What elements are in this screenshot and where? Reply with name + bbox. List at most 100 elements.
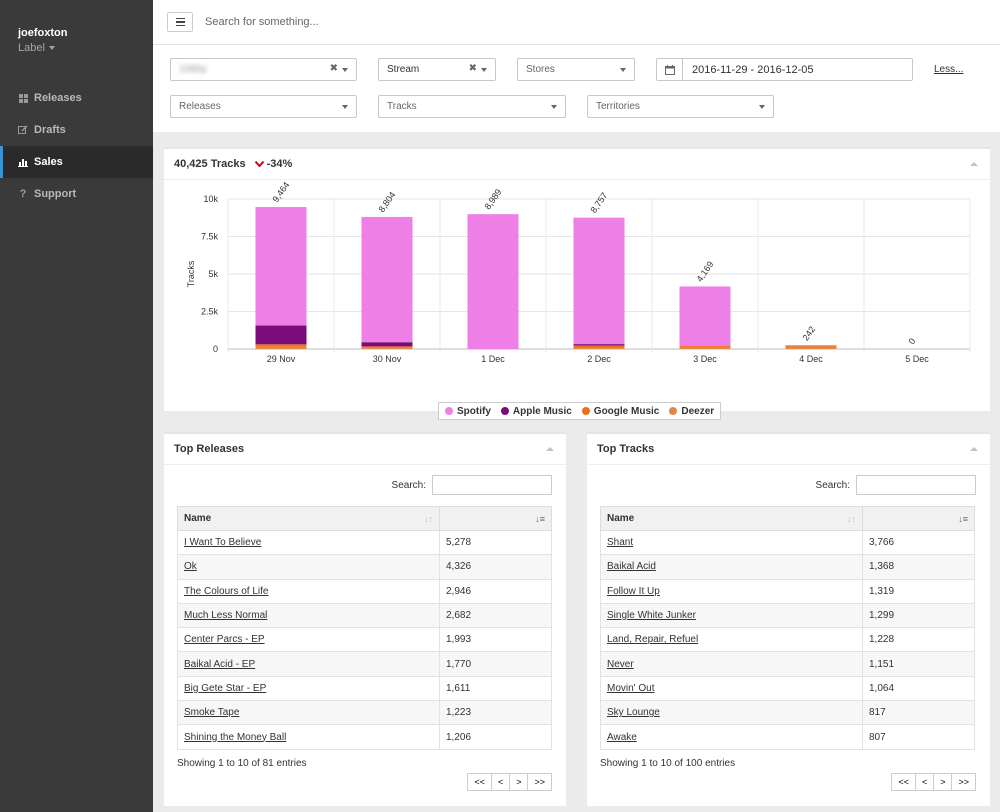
y-axis-label: Tracks	[186, 260, 196, 287]
pagination: << < > >>	[891, 773, 976, 791]
column-header-count[interactable]: ↓≡	[862, 506, 975, 531]
chart-panel-header: 40,425 Tracks -34%	[164, 149, 990, 180]
legend-item[interactable]: Deezer	[669, 406, 714, 417]
collapse-icon[interactable]	[970, 447, 978, 451]
prev-page-button[interactable]: <	[490, 773, 511, 791]
legend-label: Google Music	[593, 405, 660, 417]
row-name-cell: Baikal Acid - EP	[177, 651, 440, 677]
table-row: Awake 807	[600, 724, 975, 750]
row-value-cell: 1,993	[439, 627, 552, 653]
tracks-search-input[interactable]	[856, 475, 976, 495]
sidebar-item-support[interactable]: ? Support	[0, 178, 153, 210]
sidebar-item-sales[interactable]: Sales	[0, 146, 153, 178]
last-page-button[interactable]: >>	[527, 773, 552, 791]
calendar-icon[interactable]	[657, 59, 683, 80]
legend-dot-icon	[669, 407, 678, 415]
type-select[interactable]: Stream ✖	[378, 58, 496, 81]
row-name-cell: Follow It Up	[600, 578, 863, 604]
bar-segment	[467, 214, 519, 349]
legend-item[interactable]: Spotify	[445, 406, 491, 417]
row-name-link[interactable]: Never	[607, 658, 634, 670]
sidebar-item-releases[interactable]: Releases	[0, 82, 153, 114]
column-header-name[interactable]: Name ↓↑	[177, 506, 440, 531]
chevron-down-icon	[620, 68, 626, 72]
stores-select[interactable]: Stores	[517, 58, 635, 81]
row-name-cell: Sky Lounge	[600, 700, 863, 726]
sidebar-item-drafts[interactable]: Drafts	[0, 114, 153, 146]
row-name-link[interactable]: Land, Repair, Refuel	[607, 634, 699, 646]
table-info: Showing 1 to 10 of 81 entries	[177, 758, 307, 769]
row-name-link[interactable]: Follow It Up	[607, 585, 660, 597]
hamburger-menu-button[interactable]	[167, 12, 193, 32]
table-row: Baikal Acid 1,368	[600, 554, 975, 580]
next-page-button[interactable]: >	[933, 773, 953, 791]
territories-select[interactable]: Territories	[587, 95, 774, 118]
bar-segment	[255, 207, 307, 326]
bar-segment	[361, 342, 413, 347]
label-select[interactable]: 1080p ✖	[170, 58, 357, 81]
first-page-button[interactable]: <<	[467, 773, 492, 791]
stores-select-placeholder: Stores	[526, 64, 555, 75]
row-name-cell: Movin' Out	[600, 675, 863, 702]
last-page-button[interactable]: >>	[951, 773, 976, 791]
row-name-link[interactable]: Awake	[607, 731, 637, 743]
legend-dot-icon	[581, 407, 590, 415]
collapse-icon[interactable]	[970, 162, 978, 166]
releases-search-input[interactable]	[432, 475, 552, 495]
column-header-name[interactable]: Name ↓↑	[600, 506, 863, 531]
tracks-table: Name ↓↑ ↓≡ Shant 3,766 Baikal Acid 1,368 Fol…	[600, 506, 975, 750]
row-name-link[interactable]: Big Gete Star - EP	[184, 682, 267, 694]
column-header-count[interactable]: ↓≡	[439, 506, 552, 531]
collapse-icon[interactable]	[546, 447, 554, 451]
row-name-link[interactable]: Center Parcs - EP	[184, 634, 265, 646]
chevron-down-icon	[759, 105, 765, 109]
row-value-cell: 807	[862, 724, 975, 750]
sort-desc-icon: ↓≡	[958, 514, 968, 524]
question-icon: ?	[19, 188, 27, 200]
row-name-link[interactable]: Much Less Normal	[184, 610, 268, 622]
user-info: joefoxton Label	[0, 0, 153, 82]
row-name-link[interactable]: The Colours of Life	[184, 585, 269, 597]
sidebar-item-label: Releases	[34, 92, 82, 104]
row-name-link[interactable]: I Want To Believe	[184, 537, 262, 549]
legend-item[interactable]: Google Music	[581, 405, 660, 417]
table-row: Baikal Acid - EP 1,770	[177, 651, 552, 677]
x-tick-label: 3 Dec	[693, 354, 717, 364]
row-name-link[interactable]: Baikal Acid - EP	[184, 658, 256, 670]
user-role-dropdown[interactable]: Label	[18, 42, 153, 54]
row-name-link[interactable]: Movin' Out	[607, 682, 655, 694]
tracks-select-placeholder: Tracks	[387, 101, 417, 112]
row-name-link[interactable]: Shant	[607, 537, 634, 549]
chevron-down-icon	[48, 46, 55, 50]
row-name-link[interactable]: Shining the Money Ball	[184, 731, 287, 743]
less-filters-link[interactable]: Less...	[934, 64, 964, 75]
bar-total-label: 242	[800, 324, 817, 342]
clear-icon[interactable]: ✖	[329, 63, 338, 74]
row-name-cell: Ok	[177, 554, 440, 580]
chevron-down-icon	[551, 105, 557, 109]
search-input[interactable]	[205, 16, 505, 28]
row-value-cell: 2,682	[439, 602, 552, 629]
table-row: Shining the Money Ball 1,206	[177, 724, 552, 750]
row-name-link[interactable]: Baikal Acid	[607, 561, 656, 573]
tracks-select[interactable]: Tracks	[378, 95, 566, 118]
row-name-link[interactable]: Single White Junker	[607, 610, 696, 622]
clear-icon[interactable]: ✖	[468, 63, 477, 74]
next-page-button[interactable]: >	[509, 773, 529, 791]
date-range-picker[interactable]: 2016-11-29 - 2016-12-05	[656, 58, 913, 81]
first-page-button[interactable]: <<	[891, 773, 916, 791]
total-tracks: 40,425 Tracks	[174, 157, 246, 170]
x-tick-label: 2 Dec	[587, 354, 611, 364]
releases-select[interactable]: Releases	[170, 95, 357, 118]
sidebar: joefoxton Label Releases Drafts Sales ? …	[0, 0, 153, 812]
legend-item[interactable]: Apple Music	[500, 406, 572, 417]
table-row: I Want To Believe 5,278	[177, 529, 552, 556]
prev-page-button[interactable]: <	[914, 773, 935, 791]
row-value-cell: 1,064	[862, 675, 975, 702]
row-name-link[interactable]: Ok	[184, 561, 197, 573]
row-name-link[interactable]: Smoke Tape	[184, 707, 240, 719]
bar-segment	[679, 346, 731, 347]
row-name-link[interactable]: Sky Lounge	[607, 707, 660, 719]
row-name-cell: Much Less Normal	[177, 602, 440, 629]
table-row: Follow It Up 1,319	[600, 578, 975, 604]
